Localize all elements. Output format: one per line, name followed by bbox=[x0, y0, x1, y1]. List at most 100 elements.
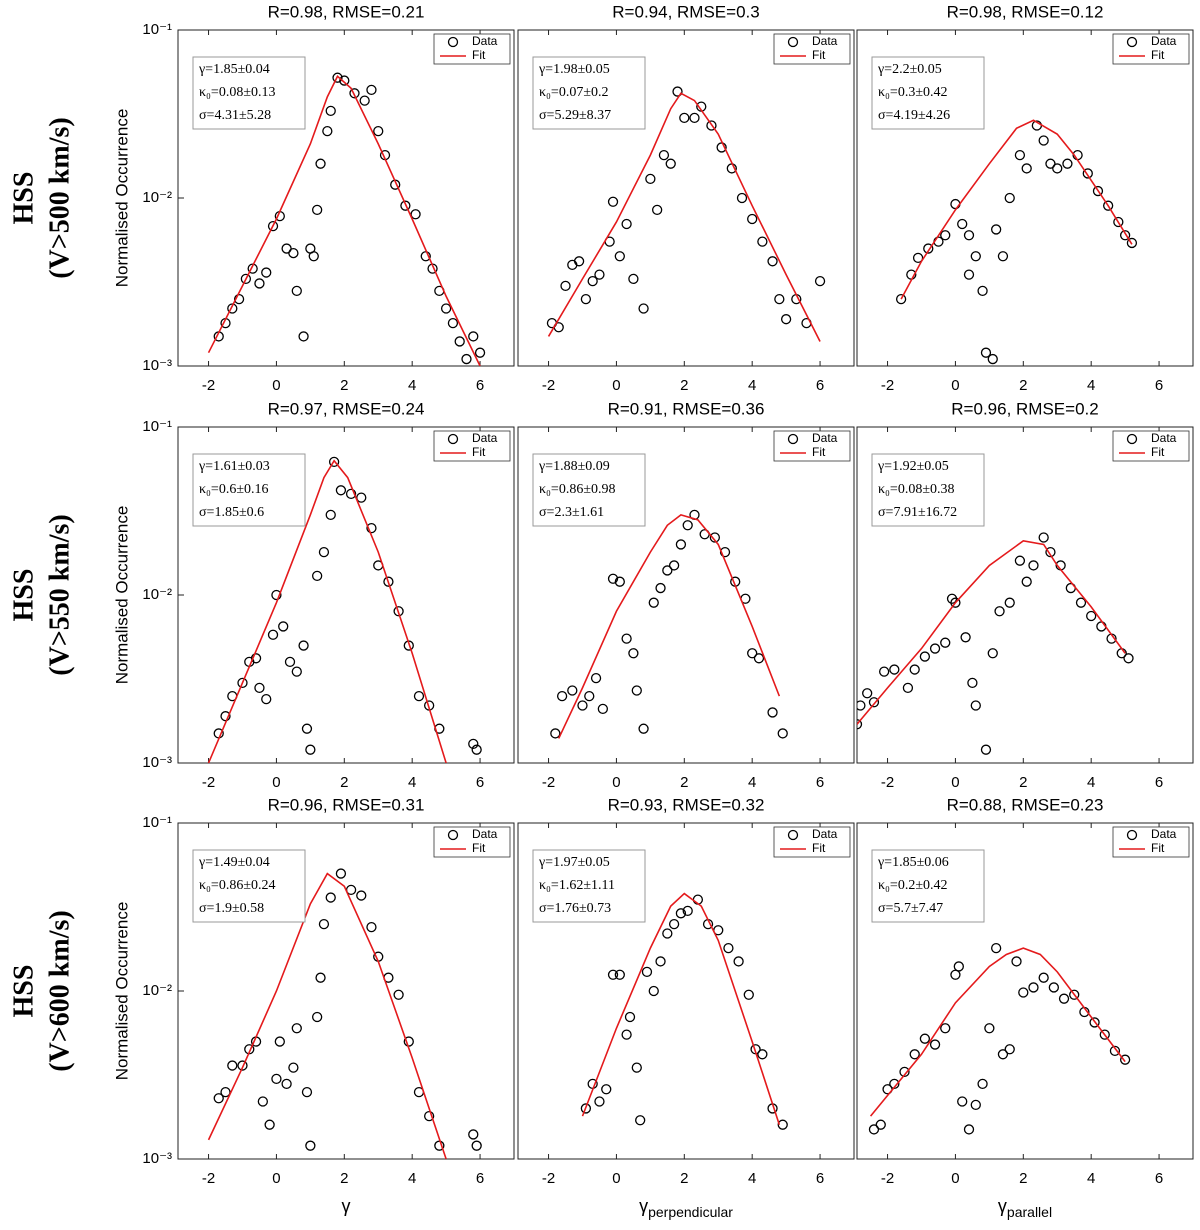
legend-label: Data bbox=[812, 827, 838, 841]
data-point bbox=[271, 589, 282, 601]
legend-marker bbox=[447, 433, 459, 445]
fit-line bbox=[581, 892, 781, 1125]
data-point bbox=[621, 1029, 632, 1040]
data-point bbox=[1082, 168, 1093, 179]
plot-area bbox=[207, 868, 482, 1159]
y-tick-label: 10⁻¹ bbox=[142, 418, 172, 435]
panel-title: R=0.91, RMSE=0.36 bbox=[608, 399, 765, 418]
data-point bbox=[393, 989, 404, 1000]
data-point bbox=[628, 273, 639, 285]
data-point bbox=[767, 256, 778, 267]
data-point bbox=[288, 247, 299, 259]
x-tick-label: 6 bbox=[816, 774, 824, 791]
data-point bbox=[556, 690, 568, 702]
data-point bbox=[305, 1140, 316, 1151]
data-point bbox=[960, 632, 971, 643]
data-point bbox=[237, 1060, 248, 1071]
annotation: κ₀=0.08±0.38 bbox=[878, 482, 955, 497]
x-axis-label: γ bbox=[342, 1196, 351, 1216]
data-point bbox=[240, 273, 252, 285]
x-axis-symbol: γ bbox=[639, 1196, 648, 1216]
data-point bbox=[895, 293, 907, 305]
data-point bbox=[291, 1023, 302, 1034]
legend-box bbox=[773, 33, 851, 65]
data-point bbox=[777, 1119, 788, 1130]
data-point bbox=[468, 331, 479, 342]
annotation-box bbox=[871, 849, 985, 923]
data-point bbox=[254, 682, 265, 694]
data-point bbox=[652, 204, 663, 216]
legend-box bbox=[773, 430, 851, 462]
plot-area bbox=[207, 72, 486, 366]
data-point bbox=[257, 1096, 268, 1107]
data-point bbox=[635, 1115, 646, 1126]
data-point bbox=[1099, 1029, 1110, 1040]
data-point bbox=[1086, 610, 1097, 622]
data-point bbox=[233, 293, 245, 305]
y-tick-label: 10⁻³ bbox=[142, 1150, 172, 1167]
data-point bbox=[672, 86, 683, 97]
data-point bbox=[1062, 158, 1073, 169]
x-tick-label: 0 bbox=[951, 377, 959, 394]
data-point bbox=[318, 918, 330, 930]
plot-area bbox=[895, 119, 1138, 365]
data-point bbox=[929, 1039, 941, 1050]
annotation-box bbox=[532, 849, 646, 923]
data-point bbox=[957, 1096, 968, 1107]
data-point bbox=[1092, 185, 1104, 197]
data-point bbox=[747, 213, 758, 225]
panel-title: R=0.96, RMSE=0.31 bbox=[268, 795, 425, 814]
x-axis-label: γparallel bbox=[998, 1196, 1052, 1220]
data-point bbox=[675, 539, 687, 550]
data-point bbox=[814, 275, 826, 287]
annotation: κ₀=0.07±0.2 bbox=[539, 85, 609, 100]
data-point bbox=[318, 546, 330, 558]
data-point bbox=[655, 582, 666, 594]
data-point bbox=[213, 1093, 224, 1104]
data-point bbox=[597, 703, 608, 715]
panel-title: R=0.98, RMSE=0.21 bbox=[268, 2, 425, 21]
data-point bbox=[991, 224, 1002, 235]
annotation: γ=1.61±0.03 bbox=[198, 459, 270, 474]
data-point bbox=[614, 251, 625, 262]
data-point bbox=[628, 648, 639, 659]
data-point bbox=[655, 956, 666, 967]
x-axis-symbol: γ bbox=[342, 1196, 351, 1216]
legend-marker bbox=[1126, 829, 1138, 841]
data-point bbox=[621, 218, 632, 230]
y-tick-label: 10⁻¹ bbox=[142, 814, 172, 831]
data-point bbox=[607, 573, 619, 584]
data-point bbox=[1014, 149, 1026, 161]
x-tick-label: 4 bbox=[1087, 1170, 1095, 1187]
data-point bbox=[301, 1086, 313, 1098]
x-tick-label: 0 bbox=[272, 1170, 280, 1187]
x-tick-label: -2 bbox=[202, 377, 215, 394]
data-point bbox=[315, 158, 326, 169]
data-point bbox=[461, 353, 472, 365]
data-point bbox=[440, 303, 452, 314]
data-point bbox=[970, 251, 981, 262]
x-tick-label: -2 bbox=[542, 377, 555, 394]
legend-label: Fit bbox=[1151, 841, 1165, 855]
annotation: γ=1.85±0.06 bbox=[877, 855, 949, 870]
data-point bbox=[1119, 230, 1131, 241]
row-label: HSS bbox=[8, 569, 39, 622]
data-point bbox=[899, 1066, 910, 1078]
data-point bbox=[584, 690, 595, 702]
data-point bbox=[298, 640, 309, 651]
fit-line bbox=[207, 872, 447, 1159]
legend-label: Data bbox=[472, 827, 498, 841]
data-point bbox=[980, 347, 992, 358]
data-point bbox=[471, 744, 482, 755]
legend-marker bbox=[787, 433, 799, 445]
data-point bbox=[366, 84, 377, 96]
data-point bbox=[1119, 1054, 1131, 1065]
legend-box bbox=[433, 33, 511, 65]
x-axis-label: γperpendicular bbox=[639, 1196, 733, 1220]
legend-label: Fit bbox=[1151, 445, 1165, 459]
data-point bbox=[1113, 216, 1124, 228]
data-point bbox=[777, 728, 788, 739]
data-point bbox=[274, 1036, 285, 1047]
data-point bbox=[641, 966, 653, 978]
fit-line bbox=[558, 513, 781, 739]
